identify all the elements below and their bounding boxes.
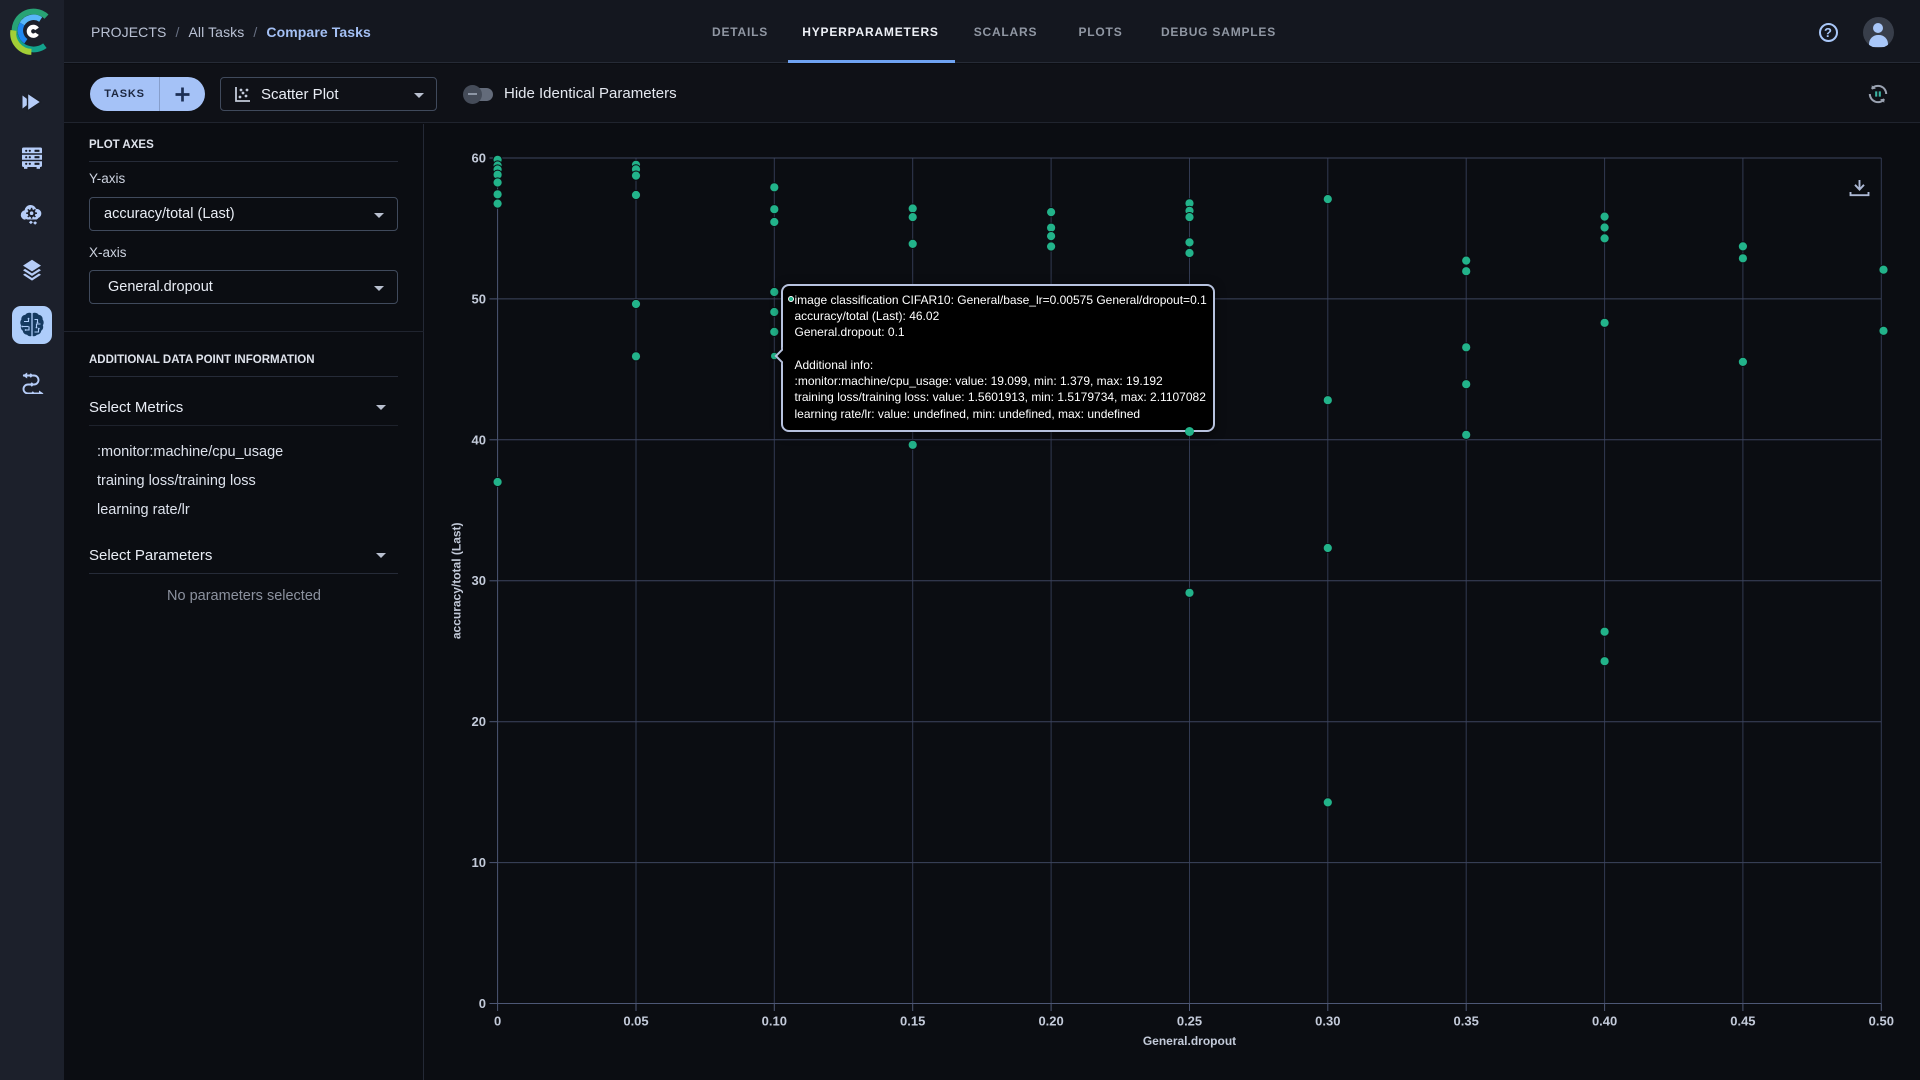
svg-text:40: 40 bbox=[472, 432, 486, 447]
svg-text:50: 50 bbox=[472, 291, 486, 306]
svg-text:0.25: 0.25 bbox=[1177, 1014, 1202, 1029]
svg-text:20: 20 bbox=[472, 714, 486, 729]
svg-text:0.50: 0.50 bbox=[1869, 1014, 1894, 1029]
svg-text:0.05: 0.05 bbox=[623, 1014, 648, 1029]
svg-text:0: 0 bbox=[494, 1014, 501, 1029]
svg-text:60: 60 bbox=[472, 151, 486, 166]
svg-text:0.10: 0.10 bbox=[762, 1014, 787, 1029]
svg-text:General.dropout: General.dropout bbox=[1143, 1034, 1236, 1048]
svg-text:accuracy/total (Last): accuracy/total (Last) bbox=[450, 522, 464, 639]
svg-text:10: 10 bbox=[472, 855, 486, 870]
svg-text:0.30: 0.30 bbox=[1315, 1014, 1340, 1029]
svg-text:0.40: 0.40 bbox=[1592, 1014, 1617, 1029]
svg-text:0.15: 0.15 bbox=[900, 1014, 925, 1029]
svg-text:0.35: 0.35 bbox=[1454, 1014, 1479, 1029]
svg-text:0: 0 bbox=[479, 996, 486, 1011]
svg-text:0.20: 0.20 bbox=[1038, 1014, 1063, 1029]
svg-text:30: 30 bbox=[472, 573, 486, 588]
svg-text:0.45: 0.45 bbox=[1730, 1014, 1755, 1029]
